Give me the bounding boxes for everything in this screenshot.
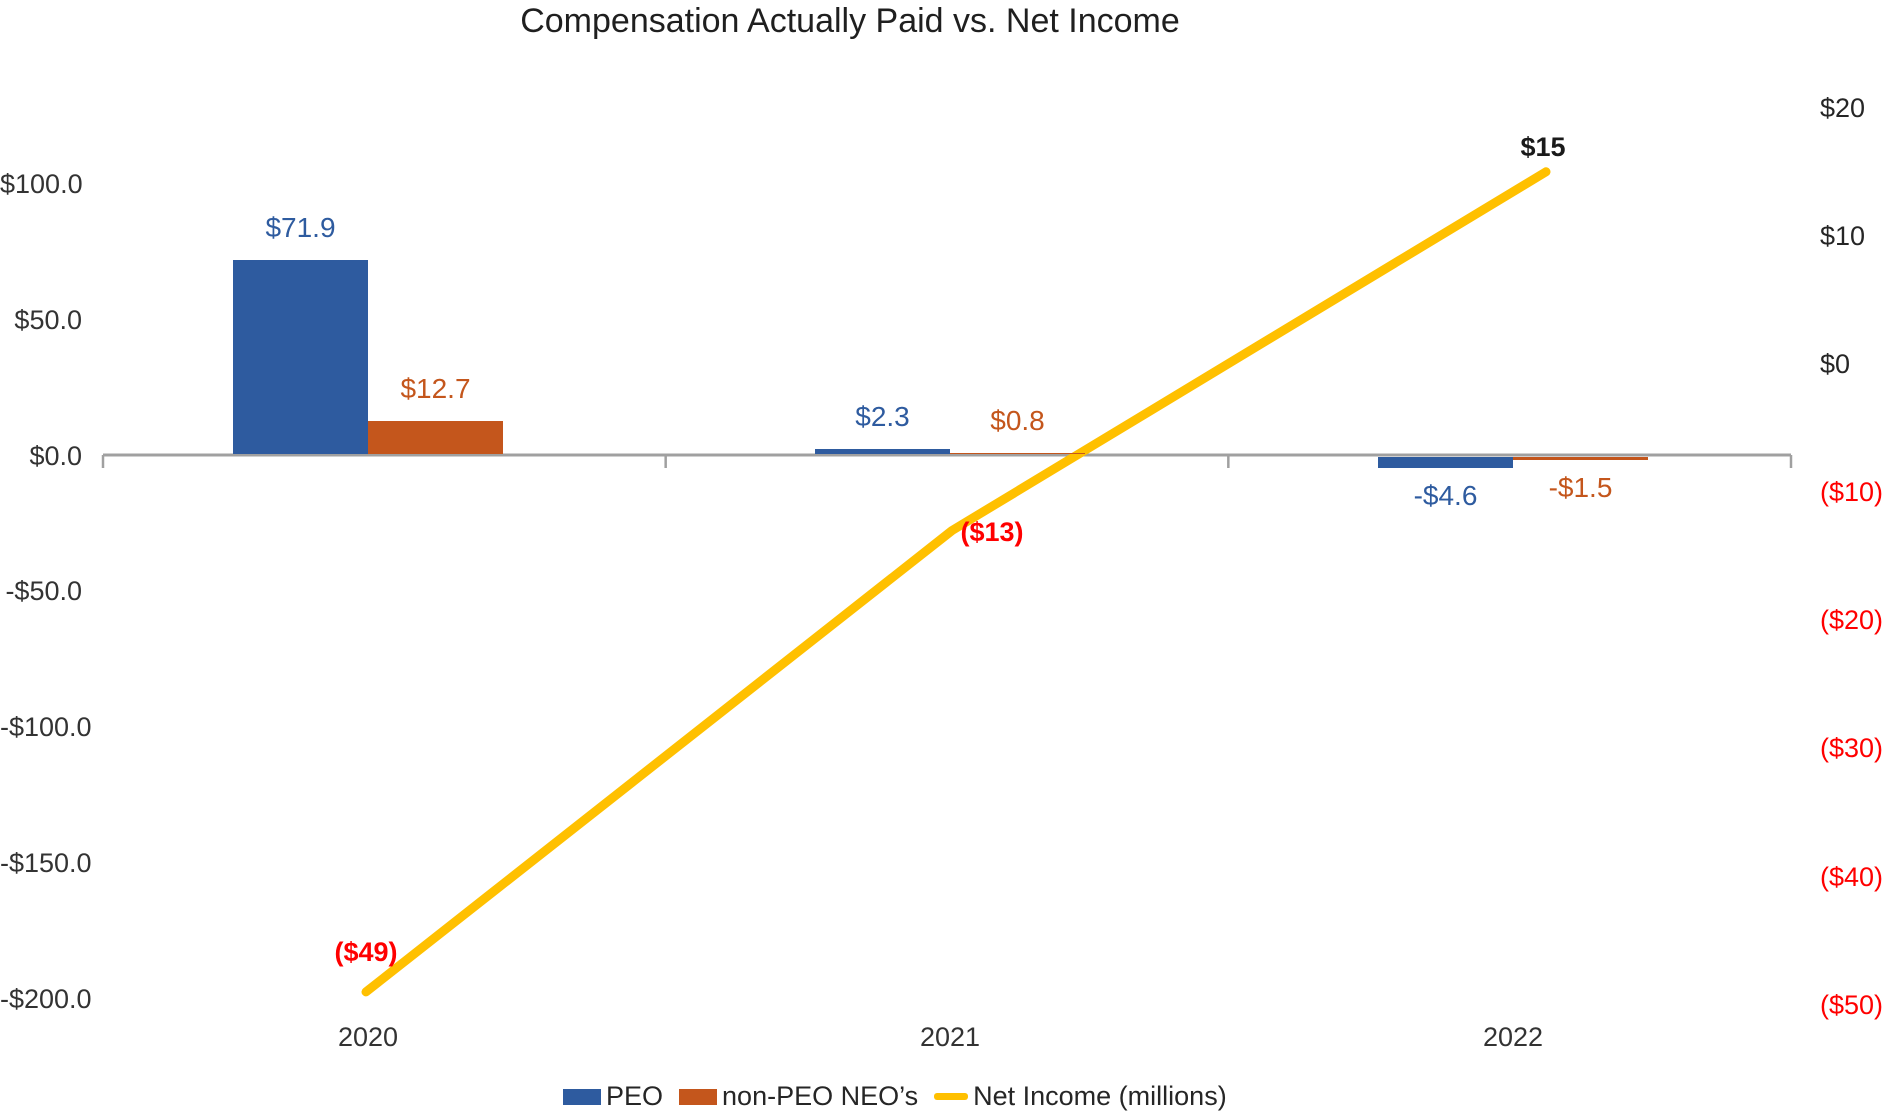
- non-peo-neo-s-bar-2020: [368, 420, 503, 454]
- bar-value-label: $12.7: [400, 372, 471, 404]
- non-peo-neo-s-bar-2022: [1513, 456, 1648, 460]
- left-axis-tick-label: -$100.0: [0, 712, 92, 743]
- line-point-label: ($13): [960, 516, 1024, 547]
- left-axis-tick-label: -$150.0: [0, 848, 92, 878]
- legend-swatch: [679, 1088, 718, 1105]
- line-point-label: $15: [1520, 131, 1566, 162]
- bar-value-label: $2.3: [855, 401, 910, 433]
- right-axis-tick-label: $10: [1820, 220, 1866, 251]
- right-axis-tick-label: $20: [1820, 92, 1866, 123]
- right-axis-tick-label: ($30): [1820, 733, 1884, 764]
- legend-label: non-PEO NEO’s: [722, 1081, 919, 1111]
- left-axis-tick-label: $50.0: [14, 304, 82, 335]
- bar-value-label: -$1.5: [1548, 471, 1613, 503]
- left-axis-tick-label: -$50.0: [5, 576, 82, 607]
- left-axis-tick-label: -$200.0: [0, 983, 92, 1014]
- net-income-line: [361, 167, 1551, 997]
- non-peo-neo-s-bar-2021: [950, 452, 1085, 454]
- legend-swatch: [934, 1093, 969, 1100]
- legend-label: PEO: [606, 1081, 664, 1111]
- bar-value-label: -$4.6: [1413, 479, 1478, 511]
- right-axis-tick-label: ($20): [1820, 605, 1884, 636]
- x-axis-category-label: 2022: [1482, 1022, 1544, 1052]
- peo-bar-2021: [815, 449, 950, 454]
- legend: PEO non-PEO NEO’s Net Income (millions): [563, 1081, 1227, 1112]
- peo-bar-2022: [1378, 456, 1513, 468]
- right-axis-tick-label: ($10): [1820, 477, 1884, 508]
- chart-title: Compensation Actually Paid vs. Net Incom…: [520, 2, 1180, 40]
- peo-bar-2020: [233, 260, 368, 454]
- legend-item-peo: PEO: [563, 1081, 663, 1112]
- x-axis-category-label: 2020: [337, 1022, 399, 1052]
- legend-label: Net Income (millions): [973, 1081, 1227, 1111]
- left-axis-tick-label: $0.0: [29, 440, 82, 471]
- right-axis-tick-label: ($40): [1820, 861, 1884, 892]
- right-axis-tick-label: $0: [1820, 349, 1851, 379]
- left-axis-tick-label: $100.0: [0, 168, 83, 199]
- legend-item-non-peo-neo-s: non-PEO NEO’s: [679, 1081, 918, 1112]
- x-axis-category-label: 2021: [919, 1022, 981, 1052]
- bar-value-label: $0.8: [990, 405, 1045, 437]
- legend-item-net-income-millions-: Net Income (millions): [934, 1081, 1227, 1112]
- right-axis-tick-label: ($50): [1820, 989, 1884, 1020]
- legend-swatch: [563, 1088, 601, 1105]
- bar-value-label: $71.9: [265, 212, 336, 244]
- line-point-label: ($49): [334, 936, 398, 967]
